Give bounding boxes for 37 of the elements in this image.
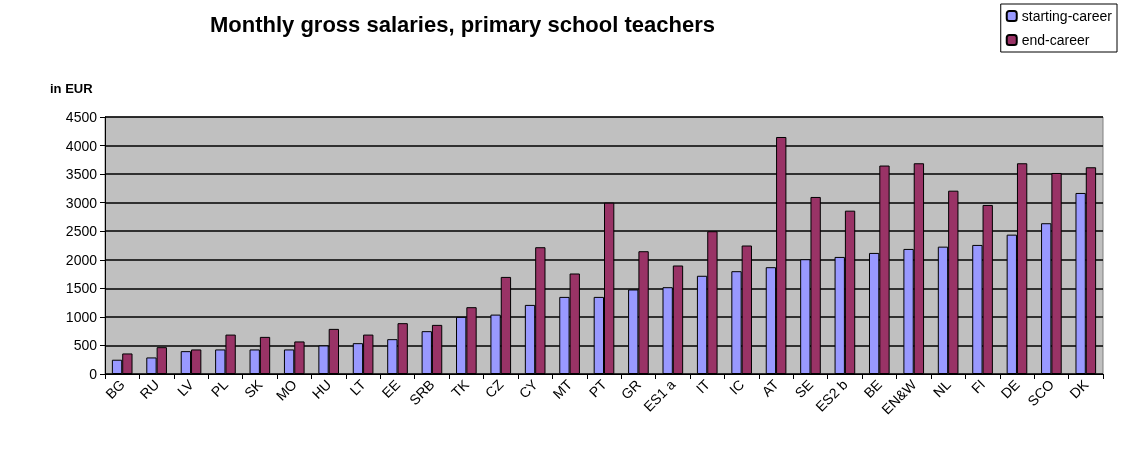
x-tick-label: SK: [241, 375, 266, 401]
x-tick-label: PL: [207, 376, 232, 400]
x-tick-label: DK: [1066, 375, 1092, 402]
legend-label: end-career: [1021, 32, 1090, 48]
x-tick-label: CZ: [481, 376, 507, 401]
y-tick-label: 4500: [65, 109, 98, 125]
x-tick-label: SE: [791, 376, 817, 401]
x-tick-label: BG: [102, 376, 128, 402]
x-tick-label: LT: [346, 376, 370, 399]
x-tick-label: BE: [860, 376, 885, 401]
y-tick-label: 500: [73, 337, 98, 354]
x-tick-label: IC: [726, 376, 748, 398]
legend-label: starting-career: [1021, 8, 1113, 24]
x-tick-label: MT: [549, 376, 576, 402]
y-tick-label: 1500: [65, 280, 98, 297]
y-tick-label: 0: [89, 366, 98, 382]
x-tick-label: FI: [968, 376, 989, 397]
y-tick-label: 3000: [65, 194, 98, 211]
x-tick-label: NL: [929, 376, 954, 401]
y-tick-label: 1000: [65, 308, 98, 325]
x-tick-label: LV: [174, 375, 198, 400]
chart-title: Monthly gross salaries, primary school teachers: [210, 11, 715, 37]
y-tick-label: 4000: [65, 137, 98, 154]
y-tick-label: 3500: [65, 166, 98, 183]
x-tick-label: IT: [692, 376, 714, 397]
x-tick-label: RU: [136, 376, 163, 402]
x-tick-label: HU: [308, 376, 335, 402]
y-tick-label: 2500: [65, 223, 98, 240]
x-tick-label: TK: [448, 375, 473, 401]
x-tick-label: MO: [272, 376, 301, 404]
x-tick-label: AT: [758, 376, 783, 400]
x-tick-label: DE: [997, 376, 1023, 402]
x-tick-label: CY: [515, 375, 542, 402]
y-tick-label: 2000: [65, 251, 98, 268]
y-axis-title: in EUR: [50, 81, 94, 96]
x-tick-label: EE: [378, 376, 404, 401]
x-tick-label: PT: [585, 376, 610, 401]
